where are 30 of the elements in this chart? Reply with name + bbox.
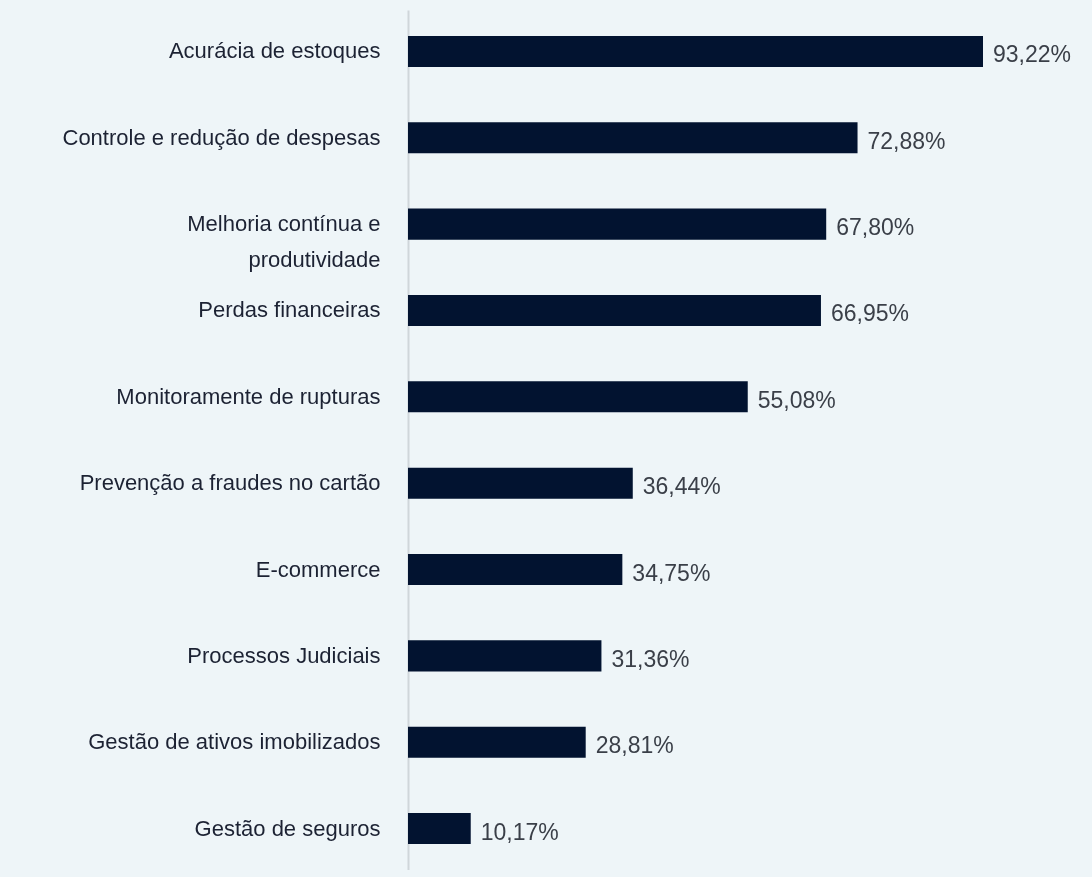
bar bbox=[408, 467, 633, 499]
bar bbox=[408, 35, 983, 67]
data-label: 66,95% bbox=[830, 300, 909, 327]
bar bbox=[408, 553, 623, 586]
data-label: 72,88% bbox=[867, 127, 946, 154]
y-tick-label: Gestão de seguros bbox=[194, 815, 381, 841]
bar bbox=[408, 381, 748, 413]
bar bbox=[408, 208, 827, 240]
y-tick-label: E-commerce bbox=[255, 556, 381, 582]
bar bbox=[408, 294, 821, 327]
y-tick-label: Monitoramente de rupturas bbox=[116, 383, 381, 409]
data-label: 34,75% bbox=[632, 559, 711, 586]
y-tick-label: Prevenção a fraudes no cartão bbox=[79, 470, 381, 496]
bar bbox=[408, 813, 471, 845]
y-tick-label: Gestão de ativos imobilizados bbox=[88, 729, 381, 755]
bar bbox=[408, 122, 858, 154]
y-tick-label: Perdas financeiras bbox=[198, 297, 381, 323]
y-tick-label: Acurácia de estoques bbox=[168, 38, 381, 64]
data-label: 28,81% bbox=[595, 732, 674, 759]
bar bbox=[408, 726, 586, 758]
bar bbox=[408, 640, 602, 672]
y-tick-label: Controle e redução de despesas bbox=[62, 124, 381, 150]
data-label: 55,08% bbox=[757, 386, 836, 413]
data-label: 31,36% bbox=[611, 645, 690, 672]
data-label: 36,44% bbox=[642, 473, 721, 500]
data-label: 67,80% bbox=[836, 214, 915, 241]
data-label: 93,22% bbox=[993, 41, 1072, 68]
data-label: 10,17% bbox=[480, 818, 559, 845]
y-tick-label: Processos Judiciais bbox=[187, 642, 381, 668]
y-tick-label: Melhoria contínua e produtividade bbox=[187, 211, 381, 273]
